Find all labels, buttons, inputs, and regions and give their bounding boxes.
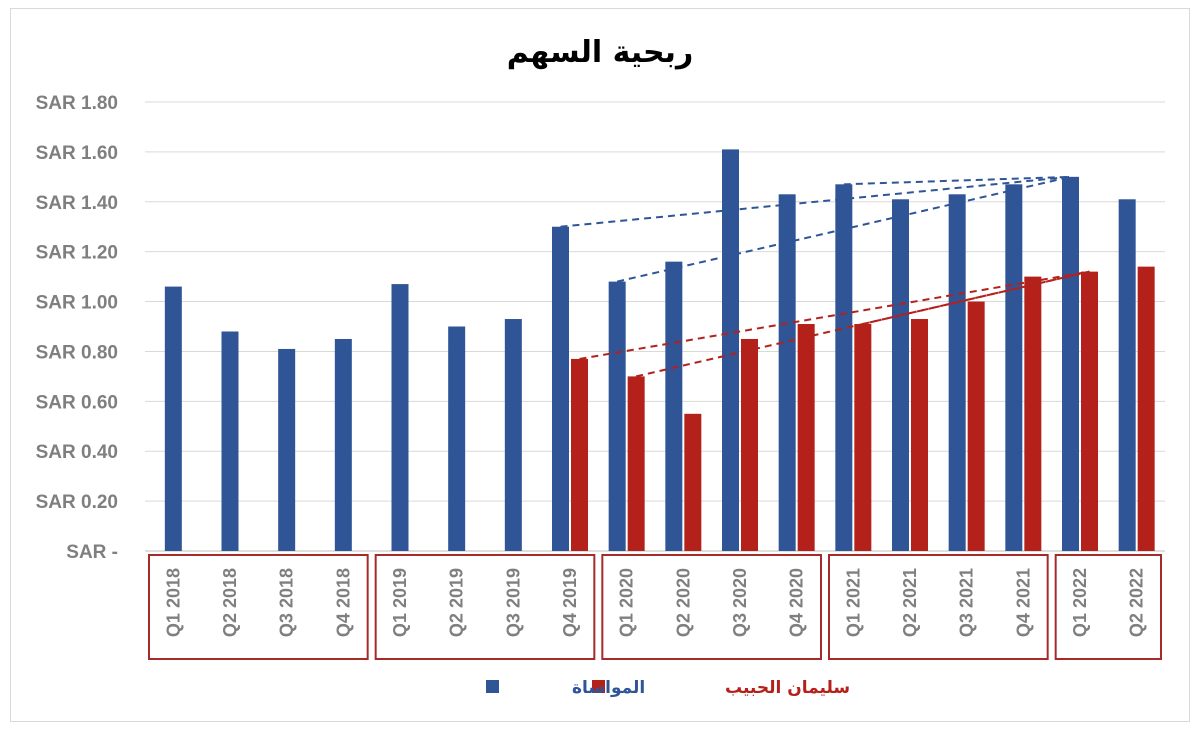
chart-frame (10, 8, 1190, 722)
year-group-box (601, 554, 822, 660)
year-group-box (1054, 554, 1162, 660)
x-tick-label: Q2 2018 (220, 568, 240, 637)
chart-title: ربحية السهم (507, 35, 693, 70)
bar (608, 281, 626, 551)
x-tick-label: Q2 2020 (673, 568, 693, 637)
bar (552, 226, 569, 551)
legend-swatch (592, 680, 605, 693)
legend-swatch (486, 680, 499, 693)
x-tick-label: Q4 2021 (1013, 568, 1033, 637)
bar (797, 324, 815, 551)
legend: سليمان الحبيب المواساة (486, 678, 850, 698)
bar (448, 326, 466, 551)
y-tick-label: SAR 1.60 (36, 143, 118, 164)
trend-line (843, 175, 1071, 186)
legend-label: المواساة (572, 678, 645, 698)
x-tick-label: Q3 2019 (503, 568, 523, 637)
bar (221, 331, 239, 551)
bar (911, 319, 928, 551)
bar (665, 261, 683, 551)
year-group-box (374, 554, 596, 660)
bar (722, 149, 739, 551)
trend-line (616, 175, 1071, 283)
bar (571, 358, 588, 551)
y-tick-label: SAR 1.40 (36, 193, 118, 214)
y-tick-label: SAR 0.80 (36, 342, 118, 363)
bar (835, 184, 853, 552)
bar (892, 199, 909, 552)
x-tick-label: Q4 2018 (333, 568, 353, 637)
x-tick-label: Q1 2021 (843, 568, 863, 637)
y-tick-label: SAR 1.80 (36, 93, 118, 114)
y-tick-label: SAR 0.20 (36, 492, 118, 513)
y-tick-label: SAR 0.40 (36, 442, 118, 463)
bars (164, 149, 1155, 552)
x-tick-label: Q1 2019 (390, 568, 410, 637)
bar (741, 338, 758, 551)
bar (164, 286, 182, 551)
bar (1118, 199, 1136, 552)
bar (278, 348, 296, 551)
bar (1081, 271, 1098, 551)
bar (1137, 266, 1155, 551)
trend-line (579, 270, 1090, 360)
x-tick-label: Q4 2020 (787, 568, 807, 637)
x-tick-label: Q3 2018 (277, 568, 297, 637)
legend-label: سليمان الحبيب (725, 678, 850, 698)
x-tick-label: Q3 2020 (730, 568, 750, 637)
y-tick-label: SAR 1.20 (36, 243, 118, 264)
trend-line (560, 175, 1071, 228)
y-tick-label: SAR 1.00 (36, 293, 118, 314)
bar (1005, 184, 1023, 552)
trend-lines (560, 175, 1090, 378)
bar (854, 324, 872, 551)
bar (1024, 276, 1042, 551)
bar (967, 301, 985, 551)
year-group-boxes (148, 554, 1162, 660)
bar (627, 376, 645, 551)
x-tick-label: Q1 2018 (163, 568, 183, 637)
bar (504, 319, 522, 551)
x-tick-label: Q1 2020 (617, 568, 637, 637)
x-tick-label: Q4 2019 (560, 568, 580, 637)
y-tick-label: SAR 0.60 (36, 392, 118, 413)
x-tick-label: Q3 2021 (957, 568, 977, 637)
x-tick-label: Q2 2022 (1127, 568, 1147, 637)
y-tick-label: SAR - (66, 542, 118, 563)
bar (1062, 176, 1079, 552)
year-group-box (148, 554, 369, 660)
x-tick-label: Q1 2022 (1070, 568, 1090, 637)
trend-line (862, 270, 1090, 325)
bar (684, 413, 702, 551)
bar (778, 194, 796, 552)
gridlines (145, 101, 1165, 552)
bar (334, 338, 352, 551)
x-axis-ticks: Q1 2018 Q2 2018 Q3 2018 Q4 2018 Q1 2019 Q2 20… (163, 568, 1146, 637)
year-group-box (828, 554, 1049, 660)
y-axis-ticks: SAR - SAR 0.20 SAR 0.40 SAR 0.60 SAR 0.80 SAR… (36, 93, 118, 563)
x-tick-label: Q2 2019 (447, 568, 467, 637)
bar (391, 284, 409, 551)
bar (948, 194, 966, 552)
x-tick-label: Q2 2021 (900, 568, 920, 637)
